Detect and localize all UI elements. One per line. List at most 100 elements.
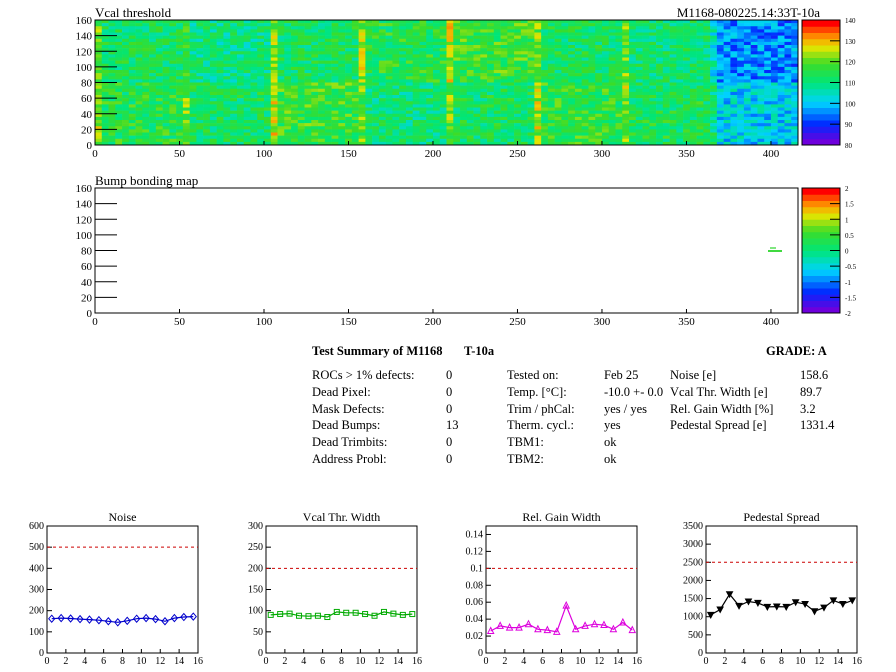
heat-cell	[710, 60, 718, 65]
heat-cell	[669, 101, 677, 105]
heat-cell	[345, 129, 353, 133]
heat-cell	[574, 101, 582, 105]
heat-cell	[534, 101, 542, 105]
heat-cell	[554, 85, 562, 90]
heat-cell	[466, 107, 474, 111]
heat-cell	[689, 63, 697, 68]
heat-cell	[696, 138, 704, 143]
heat-cell	[493, 29, 501, 33]
heat-cell	[561, 73, 569, 77]
heat-cell	[392, 104, 400, 108]
heat-cell	[527, 45, 535, 49]
palette-tick-label: 1.5	[845, 201, 854, 209]
heat-cell	[345, 41, 353, 46]
heat-cell	[378, 66, 386, 71]
heat-cell	[230, 20, 238, 24]
heat-cell	[514, 101, 522, 105]
heat-cell	[101, 126, 109, 130]
heat-cell	[392, 32, 400, 36]
heat-cell	[466, 26, 474, 30]
heat-cell	[777, 123, 785, 127]
heat-cell	[703, 70, 711, 74]
heat-cell	[149, 85, 157, 90]
heat-cell	[236, 32, 245, 36]
heat-cell	[351, 91, 359, 96]
map-frame	[94, 187, 799, 314]
heat-cell	[487, 126, 495, 130]
heat-cell	[412, 88, 420, 93]
heat-cell	[446, 132, 454, 136]
heat-cell	[257, 135, 265, 140]
heat-cell	[338, 45, 346, 49]
heat-cell	[324, 29, 332, 33]
heat-cell	[466, 20, 474, 24]
heat-cell	[162, 88, 170, 93]
heat-cell	[405, 107, 413, 111]
heat-cell	[311, 138, 319, 143]
heat-cell	[263, 63, 272, 68]
heat-cell	[203, 141, 211, 146]
heat-cell	[764, 85, 772, 90]
data-point	[296, 612, 303, 619]
heat-cell	[297, 60, 305, 65]
heat-cell	[703, 91, 711, 96]
heat-cell	[480, 35, 488, 40]
heat-cell	[696, 126, 704, 130]
heat-cell	[365, 123, 373, 127]
heat-cell	[446, 113, 454, 118]
heat-cell	[331, 73, 339, 77]
heat-cell	[270, 29, 278, 33]
heat-cell	[581, 35, 589, 40]
heat-cell	[662, 120, 670, 124]
heat-cell	[405, 66, 413, 71]
heat-cell	[149, 23, 157, 27]
heat-cell	[162, 107, 170, 111]
heat-cell	[770, 32, 779, 36]
heat-cell	[263, 48, 272, 52]
heat-cell	[162, 41, 170, 46]
heat-cell	[358, 32, 366, 36]
heat-cell	[696, 132, 704, 136]
heat-cell	[372, 104, 380, 108]
palette-tick-label: 80	[845, 142, 853, 150]
heat-cell	[230, 135, 238, 140]
heat-cell	[122, 32, 130, 36]
heat-cell	[311, 132, 319, 136]
chart-title: Noise	[109, 510, 137, 524]
heat-cell	[358, 73, 366, 77]
palette-band	[802, 88, 840, 96]
heat-cell	[689, 107, 697, 111]
heat-cell	[432, 23, 441, 27]
heat-cell	[419, 41, 427, 46]
heat-cell	[710, 54, 718, 58]
heat-cell	[696, 88, 704, 93]
heat-cell	[155, 88, 163, 93]
heat-cell	[608, 54, 616, 58]
heat-cell	[365, 129, 373, 133]
heat-cell	[331, 51, 339, 55]
heat-cell	[791, 82, 799, 86]
heat-cell	[683, 32, 691, 36]
heat-cell	[115, 82, 123, 86]
heat-cell	[243, 101, 251, 105]
heat-cell	[196, 32, 204, 36]
heat-cell	[683, 73, 691, 77]
heat-cell	[487, 141, 495, 146]
heat-cell	[750, 57, 758, 61]
heat-cell	[250, 48, 258, 52]
heat-cell	[446, 138, 454, 143]
heat-cell	[683, 51, 691, 55]
heat-cell	[257, 70, 265, 74]
heat-cell	[392, 116, 400, 121]
heat-cell	[649, 48, 657, 52]
heat-cell	[351, 35, 359, 40]
heat-cell	[412, 129, 420, 133]
heat-cell	[554, 120, 562, 124]
heat-cell	[399, 32, 407, 36]
heat-cell	[324, 123, 332, 127]
palette-band	[802, 63, 840, 71]
heat-cell	[777, 132, 785, 136]
heat-cell	[169, 51, 177, 55]
heat-cell	[142, 101, 150, 105]
palette-band	[802, 306, 840, 314]
